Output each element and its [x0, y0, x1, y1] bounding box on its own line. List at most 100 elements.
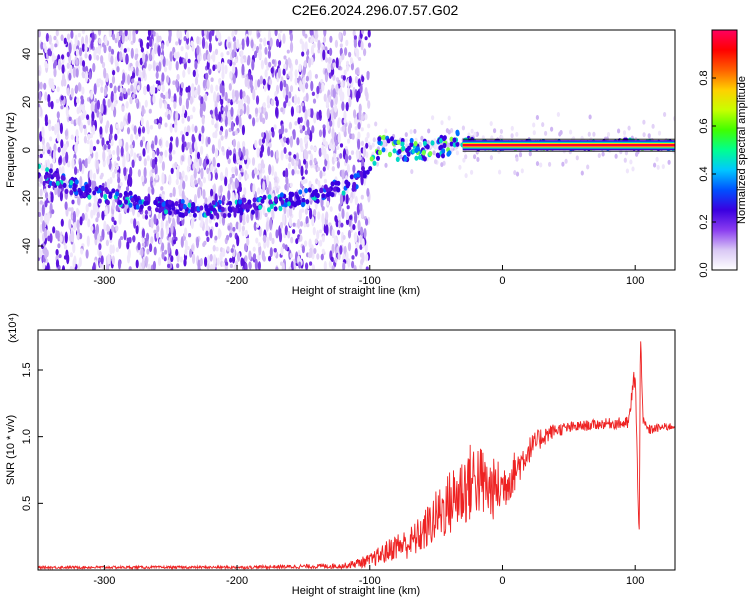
spectrogram-noise-cell	[167, 113, 171, 120]
spectrogram-noise-cell	[75, 48, 79, 57]
spectrogram-noise-cell	[256, 147, 260, 158]
spectrogram-ridge-cell	[167, 199, 172, 205]
spectrogram-noise-cell	[79, 160, 83, 172]
spectrogram-noise-cell	[123, 230, 127, 241]
spectrogram-noise-cell	[81, 112, 85, 121]
spectrogram-noise-cell	[103, 44, 107, 54]
spectrogram-noise-cell	[350, 150, 355, 156]
spectrogram-noise-cell	[183, 141, 187, 147]
spectrogram-noise-cell	[631, 166, 635, 172]
spectrogram-noise-cell	[72, 67, 76, 79]
spectrogram-noise-cell	[311, 125, 315, 134]
spectrogram-noise-cell	[114, 133, 118, 141]
spectrogram-noise-cell	[167, 242, 171, 254]
spectrogram-noise-cell	[128, 266, 132, 270]
spectrogram-noise-cell	[318, 129, 323, 138]
spectrogram-noise-cell	[283, 136, 287, 143]
spectrogram-noise-cell	[332, 74, 336, 81]
spectrogram-noise-cell	[63, 244, 68, 250]
spectrogram-noise-cell	[143, 85, 147, 96]
spectrogram-noise-cell	[218, 214, 222, 225]
spectrogram-noise-cell	[338, 219, 342, 229]
spectrogram-noise-cell	[176, 30, 180, 39]
spectrogram-ridge-cell	[123, 190, 128, 196]
spectrogram-noise-cell	[115, 247, 119, 253]
spectrogram-noise-cell	[301, 41, 305, 52]
spectrogram-noise-cell	[313, 209, 317, 217]
spectrogram-noise-cell	[264, 212, 268, 218]
spectrogram-noise-cell	[76, 106, 80, 115]
spectrogram-noise-cell	[153, 42, 158, 55]
spectrogram-ridge-cell	[449, 141, 454, 147]
spectrogram-ridge-cell	[87, 194, 92, 200]
spectrogram-noise-cell	[361, 75, 365, 83]
spectrogram-ridge-cell	[368, 166, 373, 172]
spectrogram-ridge-cell	[315, 198, 320, 204]
spectrogram-noise-cell	[303, 136, 308, 144]
spectrogram-noise-cell	[275, 106, 279, 118]
spectrogram-noise-cell	[154, 156, 158, 164]
spectrogram-noise-cell	[246, 237, 250, 246]
spectrogram-noise-cell	[344, 153, 349, 164]
spectrogram-noise-cell	[232, 181, 236, 191]
spectrogram-noise-cell	[336, 146, 340, 150]
spectrogram-noise-cell	[273, 248, 277, 253]
spectrogram-ridge-cell	[319, 187, 324, 193]
spectrogram-noise-cell	[319, 170, 323, 179]
spectrogram-noise-cell	[154, 163, 158, 176]
spectrogram-noise-cell	[60, 139, 64, 149]
spectrogram-noise-cell	[109, 124, 113, 136]
spectrogram-noise-cell	[535, 115, 540, 120]
spectrogram-noise-cell	[316, 229, 320, 240]
spectrogram-noise-cell	[57, 243, 61, 249]
spectrogram-noise-cell	[165, 91, 169, 100]
spectrogram-noise-cell	[53, 67, 57, 78]
spectrogram-noise-cell	[281, 262, 285, 270]
spectrogram-noise-cell	[286, 49, 290, 54]
spectrogram-noise-cell	[528, 151, 532, 157]
spectrogram-noise-cell	[181, 113, 185, 118]
spectrogram-noise-cell	[365, 266, 369, 270]
spectrogram-noise-cell	[569, 129, 573, 135]
spectrogram-noise-cell	[155, 71, 159, 79]
spectrogram-noise-cell	[334, 139, 338, 147]
spectrogram-noise-cell	[172, 150, 176, 155]
spectrogram-noise-cell	[149, 36, 153, 48]
spectrogram-noise-cell	[252, 117, 256, 127]
spectrogram-noise-cell	[65, 105, 69, 118]
spectrogram-noise-cell	[142, 148, 146, 157]
spectrogram-ridge-cell	[168, 210, 172, 216]
spectrogram-noise-cell	[204, 197, 208, 205]
spectrogram-noise-cell	[108, 45, 112, 53]
spectrogram-noise-cell	[253, 221, 257, 231]
spectrogram-noise-cell	[198, 157, 202, 167]
spectrogram-noise-cell	[79, 175, 83, 188]
spectrogram-noise-cell	[194, 76, 199, 86]
spectrogram-ridge-cell	[220, 206, 225, 212]
spectrogram-noise-cell	[317, 166, 321, 172]
spectrogram-noise-cell	[182, 58, 187, 64]
spectrogram-noise-cell	[130, 133, 134, 143]
spectrogram-noise-cell	[498, 169, 502, 175]
spectrogram-noise-cell	[266, 175, 270, 186]
spectrogram-noise-cell	[254, 258, 258, 270]
spectrogram-noise-cell	[61, 64, 65, 74]
spectrogram-noise-cell	[357, 138, 361, 150]
spectrogram-noise-cell	[499, 129, 503, 134]
spectrogram-noise-cell	[59, 235, 63, 243]
spectrogram-noise-cell	[284, 183, 288, 191]
spectrogram-noise-cell	[233, 40, 237, 53]
spectrogram-ridge-cell	[362, 173, 367, 179]
spectrogram-noise-cell	[353, 41, 357, 48]
spectrogram-noise-cell	[90, 209, 94, 219]
spectrogram-noise-cell	[338, 31, 342, 41]
spectrogram-noise-cell	[418, 142, 423, 148]
spectrogram-noise-cell	[359, 244, 363, 251]
spectrogram-noise-cell	[66, 253, 70, 265]
spectrogram-noise-cell	[95, 217, 99, 223]
spectrogram-noise-cell	[240, 257, 244, 267]
spectrogram-ridge-cell	[401, 145, 406, 151]
spectrogram-noise-cell	[470, 128, 474, 134]
spectrogram-ridge-cell	[278, 206, 283, 212]
spectrogram-ridge-cell	[51, 181, 56, 187]
